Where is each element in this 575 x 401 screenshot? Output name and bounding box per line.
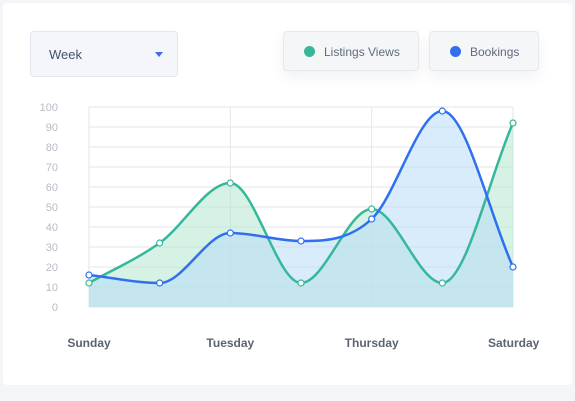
bookings-dot-icon <box>450 46 461 57</box>
point-bookings[interactable] <box>509 263 517 271</box>
y-tick-label: 90 <box>46 122 58 134</box>
y-tick-label: 70 <box>46 162 58 174</box>
y-tick-label: 100 <box>40 102 58 114</box>
y-tick-label: 50 <box>46 202 58 214</box>
y-tick-label: 40 <box>46 222 58 234</box>
point-listings-views[interactable] <box>156 239 164 247</box>
period-select[interactable]: Week <box>30 31 178 77</box>
listings-views-dot-icon <box>304 46 315 57</box>
x-tick-label: Saturday <box>488 336 540 350</box>
line-listings-views <box>88 122 515 285</box>
point-bookings[interactable] <box>297 237 305 245</box>
y-tick-label: 10 <box>46 282 58 294</box>
point-bookings[interactable] <box>368 215 376 223</box>
period-select-value: Week <box>49 47 82 62</box>
point-listings-views[interactable] <box>509 119 517 127</box>
legend-listings-views[interactable]: Listings Views <box>283 31 419 71</box>
point-bookings[interactable] <box>226 229 234 237</box>
chevron-down-icon[interactable] <box>155 52 163 57</box>
y-tick-label: 30 <box>46 242 58 254</box>
legend-bookings-label: Bookings <box>470 45 520 59</box>
x-tick-label: Thursday <box>345 336 399 350</box>
point-listings-views[interactable] <box>226 179 234 187</box>
y-tick-label: 20 <box>46 262 58 274</box>
legend-listings-views-label: Listings Views <box>324 45 400 59</box>
point-listings-views[interactable] <box>85 279 93 287</box>
point-bookings[interactable] <box>156 279 164 287</box>
point-listings-views[interactable] <box>438 279 446 287</box>
y-tick-label: 60 <box>46 182 58 194</box>
point-listings-views[interactable] <box>368 205 376 213</box>
y-tick-label: 0 <box>52 302 58 314</box>
x-tick-label: Tuesday <box>206 336 254 350</box>
line-bookings <box>88 109 515 285</box>
x-tick-label: Sunday <box>67 336 111 350</box>
point-bookings[interactable] <box>85 271 93 279</box>
point-listings-views[interactable] <box>297 279 305 287</box>
legend-bookings[interactable]: Bookings <box>429 31 539 71</box>
point-bookings[interactable] <box>438 107 446 115</box>
y-tick-label: 80 <box>46 142 58 154</box>
